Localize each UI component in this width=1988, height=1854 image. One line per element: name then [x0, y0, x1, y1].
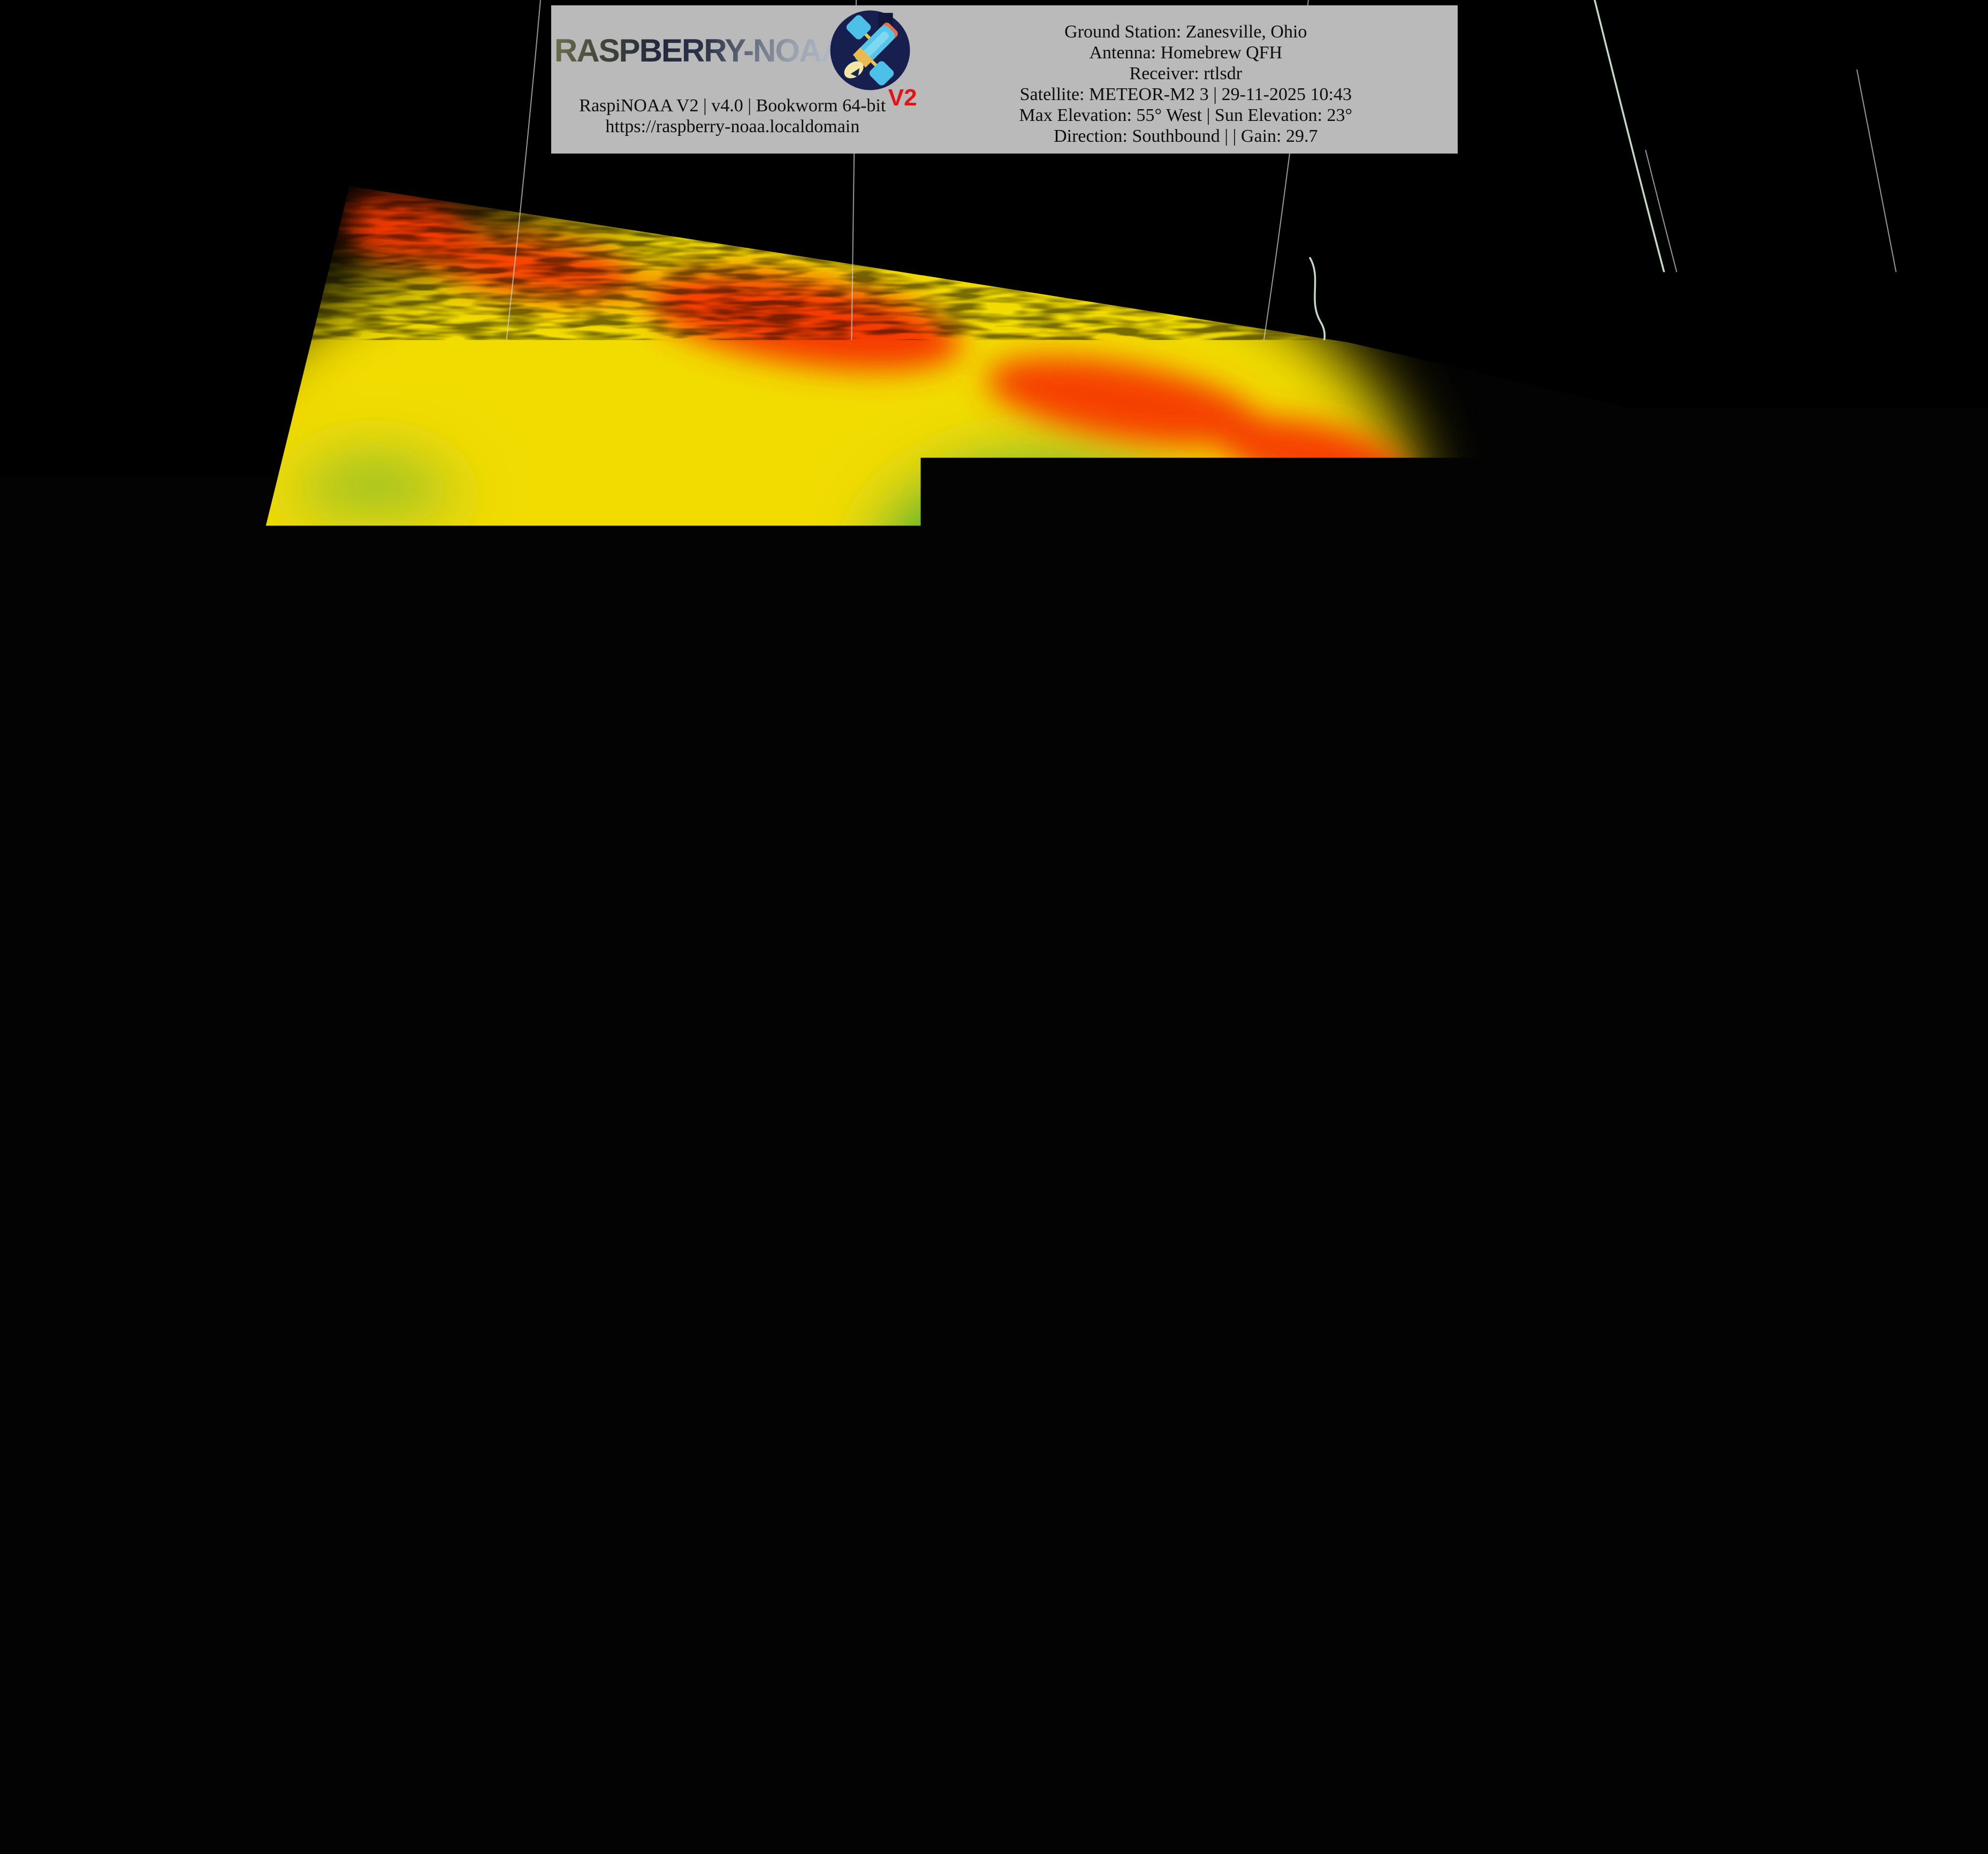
software-version-line: RaspiNOAA V2 | v4.0 | Bookworm 64-bit: [574, 95, 891, 116]
city-label-ottawa: Ottawa: [1481, 796, 1596, 831]
satellite-line: Satellite: METEOR-M2 3 | 29-11-2025 10:4…: [914, 84, 1458, 105]
satellite-swath-map: [0, 0, 1988, 1854]
elevation-line: Max Elevation: 55° West | Sun Elevation:…: [914, 105, 1458, 126]
city-label-washington: Washington, D.C.: [1395, 1236, 1680, 1273]
receiver-line: Receiver: rtlsdr: [914, 63, 1458, 84]
pass-info-header: RASPBERRY-NOAA V2: [551, 5, 1458, 154]
direction-gain-line: Direction: Southbound | | Gain: 29.7: [914, 126, 1458, 147]
raspberry-noaa-logo: RASPBERRY-NOAA V2: [551, 7, 914, 93]
satellite-icon: [829, 10, 911, 91]
header-left-column: RASPBERRY-NOAA V2: [551, 5, 914, 154]
city-dot-washington: [1519, 1303, 1533, 1317]
antenna-line: Antenna: Homebrew QFH: [914, 42, 1458, 63]
satellite-pass-screen: Ottawa Washington, D.C. RASPBERRY-NOAA V2: [0, 0, 1988, 1854]
ground-station-cross-icon: [1249, 1224, 1269, 1243]
logo-wordmark: RASPBERRY-NOAA: [554, 32, 843, 69]
header-right-column: Ground Station: Zanesville, Ohio Antenna…: [914, 5, 1458, 154]
city-dot-ottawa: [1525, 827, 1539, 841]
local-url-line: https://raspberry-noaa.localdomain: [551, 116, 914, 137]
ground-station-line: Ground Station: Zanesville, Ohio: [914, 21, 1458, 42]
